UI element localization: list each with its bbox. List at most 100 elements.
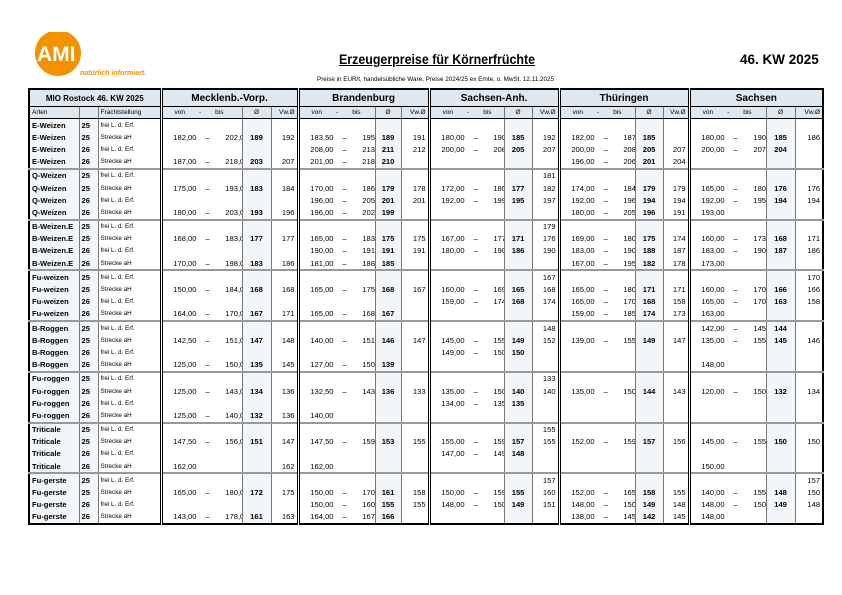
prev-week-avg: 160	[531, 486, 560, 499]
prev-week-avg: 174	[662, 232, 690, 245]
prev-week-avg: 176	[531, 232, 560, 245]
price-avg: 139	[374, 358, 402, 372]
price-from: 167,00	[571, 258, 595, 268]
price-avg: 205	[634, 143, 664, 156]
price-range	[159, 346, 243, 359]
prev-week-avg: 204	[662, 155, 690, 169]
price-avg: 166	[765, 283, 796, 296]
price-range	[557, 370, 636, 385]
table-row: Triticale 25 frei L. d. Erf. 155	[28, 421, 824, 436]
price-avg: 196	[634, 206, 664, 220]
range-sep: –	[473, 132, 478, 142]
crop-name: E-Weizen	[28, 155, 79, 169]
crop-name: Fu-roggen	[28, 384, 79, 398]
prev-week-avg: 147	[270, 435, 299, 448]
price-to: 169,00	[493, 285, 504, 295]
price-avg	[374, 167, 402, 182]
price-from: 159,00	[441, 297, 465, 307]
price-avg	[503, 155, 533, 169]
price-avg	[503, 118, 533, 132]
prev-week-avg	[662, 319, 690, 335]
prev-week-avg	[531, 257, 560, 271]
range-sep: –	[342, 195, 347, 205]
price-to: 151,00	[225, 335, 242, 345]
col-range: von - bis	[159, 106, 243, 119]
price-avg	[765, 397, 796, 410]
price-avg: 194	[634, 194, 664, 207]
price-avg	[503, 472, 533, 487]
price-to: 195,00	[623, 258, 636, 268]
price-to: 203,00	[225, 207, 242, 217]
price-from: 160,00	[701, 285, 725, 295]
price-range	[427, 472, 505, 487]
price-from: 164,00	[173, 309, 197, 319]
price-to: 195,00	[753, 195, 767, 205]
prev-week-avg: 187	[662, 244, 690, 258]
freight-terms: Strecke aH	[97, 409, 162, 423]
price-avg: 140	[503, 384, 533, 398]
price-from: 165,00	[310, 309, 334, 319]
harvest-year: 25	[78, 421, 98, 436]
prev-week-avg	[531, 346, 560, 359]
freight-terms: Strecke aH	[97, 460, 162, 474]
price-avg: 144	[765, 319, 796, 335]
price-from: 175,00	[173, 183, 197, 193]
price-from: 200,00	[441, 144, 465, 154]
price-to: 173,00	[753, 234, 767, 244]
prev-week-avg	[794, 206, 824, 220]
price-range	[296, 269, 376, 284]
harvest-year: 25	[78, 319, 98, 335]
table-row: E-Weizen 25 frei L. d. Erf.	[28, 118, 824, 132]
range-sep: –	[342, 258, 347, 268]
price-range	[557, 319, 636, 335]
range-sep: –	[205, 258, 210, 268]
price-to: 155,00	[753, 437, 767, 447]
col-avg: Ø	[765, 106, 796, 119]
subtitle: Preise in EUR/t, handelsübliche Ware, Pr…	[317, 76, 554, 83]
price-range: 187,00– 218,00	[159, 155, 243, 169]
price-avg	[503, 319, 533, 335]
price-to: 205,00	[362, 195, 375, 205]
price-range: 140,00– 155,00	[687, 486, 767, 499]
harvest-year: 26	[78, 498, 98, 511]
prev-week-avg	[794, 460, 824, 474]
price-range: 132,50– 143,00	[296, 384, 376, 398]
prev-week-avg: 156	[662, 435, 690, 448]
price-avg: 183	[241, 257, 272, 271]
prev-week-avg	[531, 460, 560, 474]
price-from: 164,00	[310, 512, 334, 522]
prev-week-avg	[400, 358, 430, 372]
price-range	[687, 421, 767, 436]
price-from: 127,00	[310, 360, 334, 370]
price-avg	[634, 447, 664, 461]
price-range	[159, 244, 243, 258]
price-avg	[634, 397, 664, 410]
freight-terms: Strecke aH	[97, 232, 162, 245]
week-label: 46. KW 2025	[740, 52, 819, 67]
range-sep: –	[473, 347, 478, 357]
prev-week-avg	[531, 307, 560, 321]
range-sep: –	[342, 437, 347, 447]
price-from: 170,00	[173, 258, 197, 268]
range-sep: –	[342, 157, 347, 167]
price-range	[159, 167, 243, 182]
range-sep: –	[205, 360, 210, 370]
freight-terms: Strecke aH	[97, 334, 162, 347]
price-avg: 186	[503, 244, 533, 258]
price-avg	[634, 358, 664, 372]
prev-week-avg: 163	[270, 510, 299, 524]
price-range: 180,00– 190,00	[687, 131, 767, 144]
prev-week-avg: 136	[270, 409, 299, 423]
prev-week-avg	[270, 194, 299, 207]
price-avg: 155	[503, 486, 533, 499]
price-range	[427, 218, 505, 233]
prev-week-avg: 212	[400, 143, 430, 156]
price-range: 162,00	[296, 460, 376, 474]
price-range	[159, 472, 243, 487]
freight-terms: Strecke aH	[97, 131, 162, 144]
price-range: 165,00– 168,00	[296, 307, 376, 321]
price-from: 150,00	[310, 488, 334, 498]
range-sep: –	[473, 500, 478, 510]
range-sep: –	[733, 195, 738, 205]
